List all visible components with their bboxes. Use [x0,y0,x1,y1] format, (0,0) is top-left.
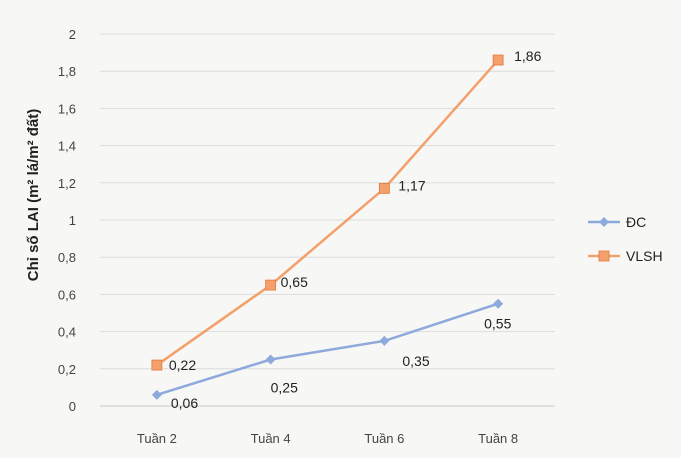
x-tick-label: Tuần 4 [251,431,291,446]
legend: ĐC VLSH [588,214,663,264]
legend-item: VLSH [588,248,663,264]
data-point [378,182,390,194]
data-label: 0,25 [271,380,298,396]
legend-label: VLSH [626,248,663,264]
y-axis-ticks: 0 0,2 0,4 0,6 0,8 1 1,2 1,4 1,6 1,8 2 [58,27,76,414]
data-label: 0,55 [484,316,511,332]
y-tick-label: 1,4 [58,139,76,154]
series-group: 0,06 0,25 0,35 0,55 0,22 0,65 1,17 1,86 [151,48,542,411]
data-label: 0,65 [281,274,308,290]
y-tick-label: 0,2 [58,362,76,377]
series-line [156,59,500,367]
x-tick-label: Tuần 6 [364,431,404,446]
legend-item: ĐC [588,214,646,230]
data-point [265,354,276,365]
y-tick-label: 0 [69,399,76,414]
data-point [151,359,163,371]
y-tick-label: 2 [69,27,76,42]
data-point [379,335,390,346]
x-tick-label: Tuần 2 [137,431,177,446]
data-point [265,279,277,291]
data-label: 0,06 [171,395,198,411]
gridlines [100,33,555,407]
data-label: 0,35 [402,353,429,369]
series-line [156,302,499,397]
x-axis-ticks: Tuần 2 Tuần 4 Tuần 6 Tuần 8 [137,431,518,446]
data-label: 0,22 [169,357,196,373]
y-tick-label: 0,6 [58,287,76,302]
y-tick-label: 1,8 [58,64,76,79]
series-ĐC: 0,06 0,25 0,35 0,55 [151,298,512,411]
data-label: 1,17 [398,177,425,193]
y-axis-label: Chỉ số LAI (m² lá/m² đất) [25,109,42,282]
y-tick-label: 1,2 [58,176,76,191]
data-point [492,54,504,66]
series-VLSH: 0,22 0,65 1,17 1,86 [151,48,542,373]
y-tick-label: 1 [69,213,76,228]
data-point [493,298,504,309]
data-point [598,250,610,262]
y-tick-label: 0,4 [58,325,76,340]
legend-label: ĐC [626,214,646,230]
y-tick-label: 1,6 [58,101,76,116]
data-point [151,389,162,400]
data-point [599,217,609,227]
x-tick-label: Tuần 8 [478,431,518,446]
y-tick-label: 0,8 [58,250,76,265]
data-label: 1,86 [514,48,541,64]
